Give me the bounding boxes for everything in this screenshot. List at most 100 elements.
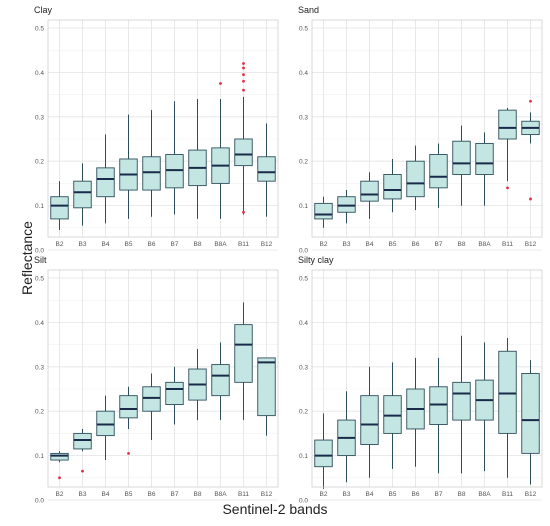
- box-iqr: [211, 364, 230, 397]
- box-b6: [406, 145, 425, 211]
- box-iqr: [165, 381, 184, 405]
- x-tick-label: B3: [79, 491, 87, 498]
- y-tick-label: 0.1: [35, 203, 44, 210]
- y-tick-label: 0.3: [35, 364, 44, 371]
- x-tick-label: B11: [502, 241, 513, 248]
- box-b2: [50, 451, 69, 480]
- box-b6: [142, 110, 161, 217]
- box-iqr: [429, 154, 448, 189]
- box-iqr: [96, 410, 115, 437]
- box-iqr: [498, 350, 517, 434]
- outlier-point: [242, 66, 245, 70]
- x-tick-label: B6: [412, 241, 420, 248]
- y-tick-label: 0.0: [35, 498, 44, 505]
- x-tick-label: B12: [261, 241, 273, 248]
- y-tick-label: 0.2: [299, 159, 308, 166]
- y-tick-label: 0.0: [35, 248, 44, 255]
- box-iqr: [314, 439, 333, 468]
- y-axis-title: Reflectance: [19, 221, 35, 295]
- x-tick-label: B2: [56, 241, 64, 248]
- x-tick-label: B8A: [214, 241, 227, 248]
- x-tick-label: B12: [525, 491, 537, 498]
- y-tick-label: 0.3: [299, 364, 308, 371]
- x-tick-label: B7: [171, 241, 179, 248]
- outlier-point: [242, 88, 245, 92]
- panel-border: [47, 269, 279, 488]
- box-b8: [452, 125, 471, 206]
- box-b3: [337, 190, 356, 224]
- x-tick-label: B11: [502, 491, 513, 498]
- panel-title: Clay: [34, 5, 53, 15]
- box-b7: [165, 366, 184, 425]
- box-iqr: [257, 357, 276, 417]
- panel-clay: Clay 0.0 0.1 0.2 0.3 0.4 0.5 B2 B3 B4 B5 B6 B7 B8 B8A B…: [34, 5, 279, 255]
- box-b8: [188, 99, 207, 219]
- box-iqr: [521, 373, 540, 454]
- x-tick-label: B3: [343, 491, 351, 498]
- box-b7: [429, 143, 448, 208]
- x-tick-label: B3: [343, 241, 351, 248]
- x-tick-label: B7: [171, 491, 179, 498]
- x-tick-label: B5: [389, 491, 397, 498]
- box-iqr: [452, 381, 471, 421]
- outlier-point: [529, 197, 532, 201]
- outlier-point: [127, 451, 130, 455]
- panel-title: Sand: [298, 5, 319, 15]
- panel-border: [47, 19, 279, 238]
- y-tick-label: 0.4: [35, 320, 44, 327]
- y-tick-label: 0.4: [299, 70, 308, 77]
- x-tick-label: B12: [261, 491, 273, 498]
- x-tick-label: B2: [320, 491, 328, 498]
- x-tick-label: B6: [148, 491, 156, 498]
- outlier-point: [506, 186, 509, 190]
- box-b7: [429, 357, 448, 474]
- panel-title: Silt: [34, 255, 47, 265]
- y-tick-label: 0.4: [35, 70, 44, 77]
- x-tick-label: B8A: [478, 241, 491, 248]
- panel-sand: Sand 0.0 0.1 0.2 0.3 0.4 0.5 B2 B3 B4 B5 B6 B7 B8 B8A B…: [298, 5, 543, 255]
- y-tick-label: 0.3: [299, 114, 308, 121]
- box-b5: [119, 114, 138, 219]
- box-b4: [96, 134, 115, 224]
- x-tick-label: B2: [320, 241, 328, 248]
- box-iqr: [360, 180, 379, 202]
- x-tick-label: B6: [148, 241, 156, 248]
- box-b2: [314, 413, 333, 489]
- box-iqr: [383, 395, 402, 434]
- box-iqr: [383, 174, 402, 200]
- outlier-point: [242, 210, 245, 214]
- x-tick-label: B11: [238, 241, 249, 248]
- x-tick-label: B4: [366, 241, 374, 248]
- y-tick-label: 0.2: [35, 409, 44, 416]
- y-tick-label: 0.0: [299, 498, 308, 505]
- box-b11: [498, 107, 517, 190]
- box-b8: [188, 349, 207, 421]
- box-iqr: [165, 154, 184, 189]
- box-iqr: [452, 140, 471, 175]
- box-iqr: [337, 196, 356, 213]
- box-b12: [257, 357, 276, 436]
- y-tick-label: 0.1: [35, 453, 44, 460]
- box-iqr: [96, 167, 115, 198]
- panel-silty-clay: Silty clay 0.0 0.1 0.2 0.3 0.4 0.5 B2 B3 B4 B5 B6 B7…: [298, 255, 543, 505]
- y-tick-label: 0.5: [35, 26, 44, 33]
- outlier-point: [242, 79, 245, 83]
- box-b4: [360, 366, 379, 478]
- y-tick-label: 0.5: [299, 276, 308, 283]
- x-axis-title: Sentinel-2 bands: [222, 501, 328, 517]
- box-iqr: [73, 432, 92, 450]
- box-b3: [73, 163, 92, 226]
- y-tick-label: 0.1: [299, 453, 308, 460]
- box-iqr: [50, 196, 69, 220]
- box-b5: [383, 362, 402, 469]
- box-iqr: [475, 142, 494, 175]
- x-tick-label: B4: [102, 491, 110, 498]
- box-iqr: [257, 156, 276, 182]
- box-iqr: [429, 386, 448, 425]
- box-iqr: [498, 109, 517, 140]
- box-b11: [498, 337, 517, 478]
- y-tick-label: 0.2: [299, 409, 308, 416]
- x-tick-label: B6: [412, 491, 420, 498]
- outlier-point: [242, 73, 245, 77]
